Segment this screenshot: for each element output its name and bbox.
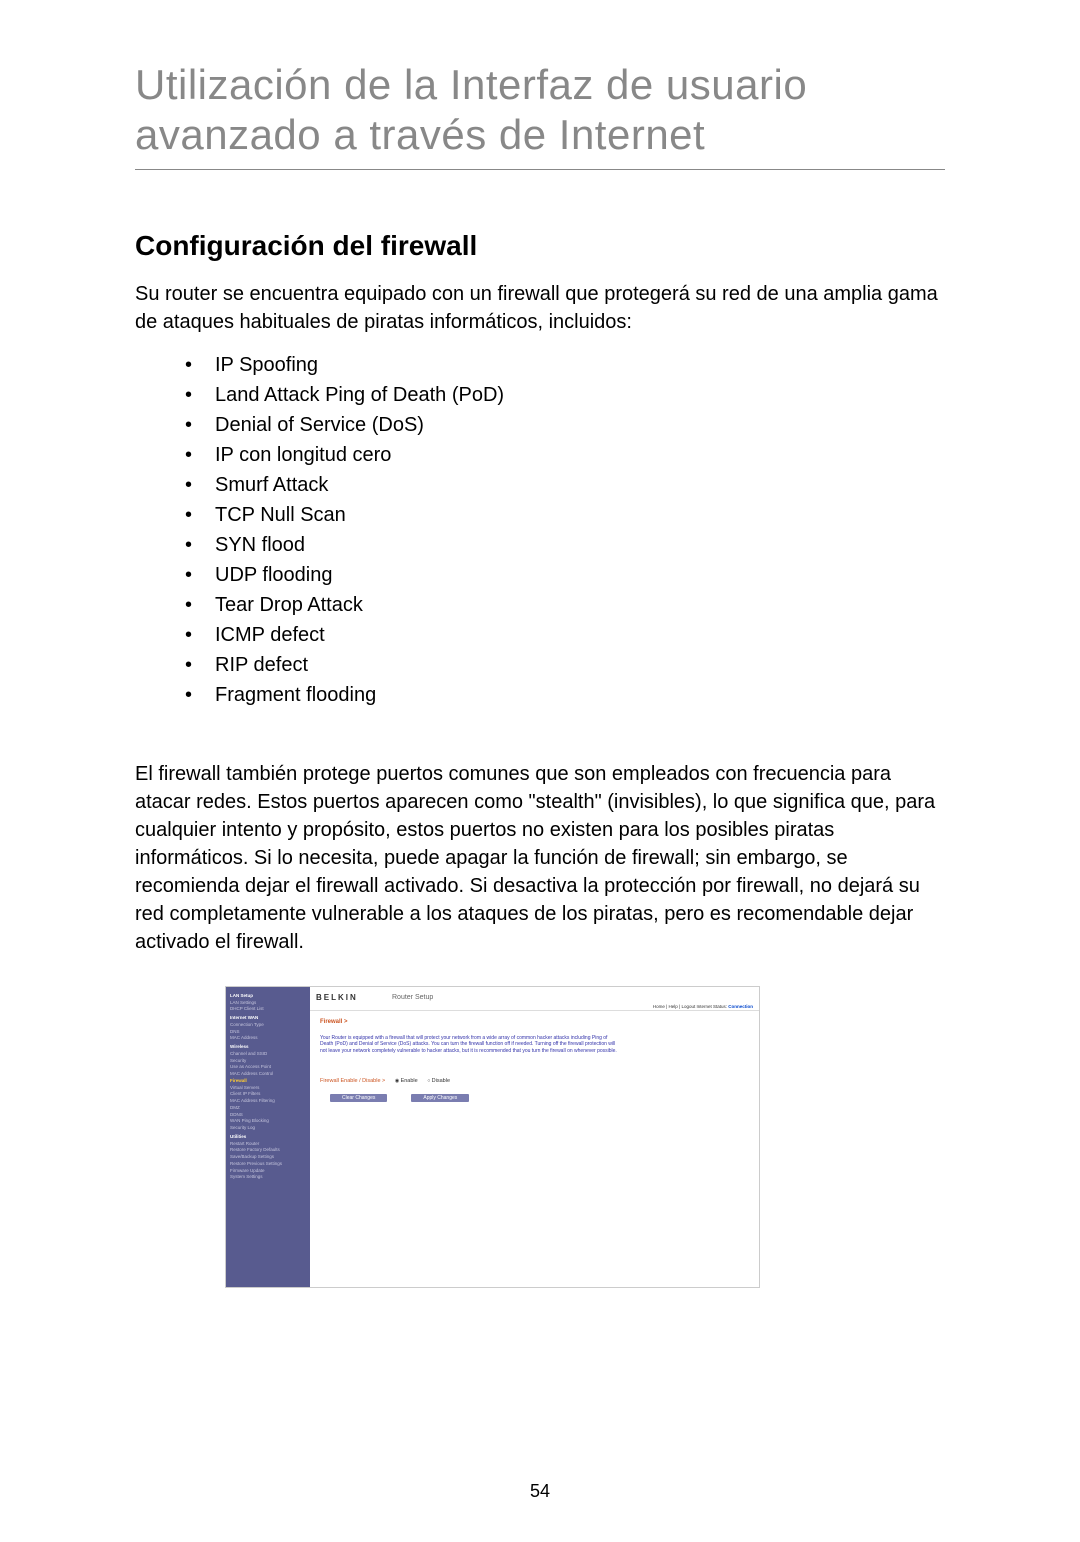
screenshot-header: BELKIN Router Setup Home | Help | Logout… — [310, 987, 759, 1011]
sidebar-item: LAN Settings — [230, 1000, 306, 1007]
page-title: Utilización de la Interfaz de usuario av… — [135, 60, 945, 170]
sidebar-item: Virtual Servers — [230, 1085, 306, 1092]
list-item: Tear Drop Attack — [185, 590, 945, 620]
list-item: IP Spoofing — [185, 350, 945, 380]
screenshot-breadcrumb: Firewall > — [320, 1019, 749, 1025]
sidebar-item: WAN Ping Blocking — [230, 1118, 306, 1125]
screenshot-header-title: Router Setup — [392, 994, 433, 1001]
sidebar-item: Save/Backup Settings — [230, 1154, 306, 1161]
list-item: ICMP defect — [185, 620, 945, 650]
sidebar-item: Restart Router — [230, 1141, 306, 1148]
list-item: RIP defect — [185, 650, 945, 680]
connection-status: Connection — [728, 1004, 753, 1009]
attack-list: IP Spoofing Land Attack Ping of Death (P… — [185, 350, 945, 710]
sidebar-item: MAC Address Filtering — [230, 1098, 306, 1105]
router-settings-screenshot: LAN Setup LAN Settings DHCP Client List … — [225, 986, 760, 1288]
sidebar-item: Use as Access Point — [230, 1064, 306, 1071]
clear-changes-button[interactable]: Clear Changes — [330, 1094, 387, 1102]
list-item: Denial of Service (DoS) — [185, 410, 945, 440]
list-item: Land Attack Ping of Death (PoD) — [185, 380, 945, 410]
page-number: 54 — [530, 1481, 550, 1502]
sidebar-item: Channel and SSID — [230, 1051, 306, 1058]
screenshot-main: BELKIN Router Setup Home | Help | Logout… — [310, 987, 759, 1287]
sidebar-cat-wireless: Wireless — [230, 1044, 306, 1051]
sidebar-item: DNS — [230, 1029, 306, 1036]
radio-disable[interactable]: Disable — [427, 1078, 450, 1084]
sidebar-item: Firmware Update — [230, 1168, 306, 1175]
sidebar-cat-firewall: Firewall — [230, 1078, 306, 1085]
sidebar-cat-utilities: Utilities — [230, 1134, 306, 1141]
sidebar-cat-lan: LAN Setup — [230, 993, 306, 1000]
screenshot-body: Firewall > Your Router is equipped with … — [310, 1011, 759, 1111]
screenshot-header-links: Home | Help | Logout Internet Status: Co… — [653, 1004, 753, 1009]
section-heading: Configuración del firewall — [135, 230, 945, 262]
list-item: TCP Null Scan — [185, 500, 945, 530]
apply-changes-button[interactable]: Apply Changes — [411, 1094, 469, 1102]
screenshot-sidebar: LAN Setup LAN Settings DHCP Client List … — [226, 987, 310, 1287]
sidebar-item: MAC Address — [230, 1035, 306, 1042]
sidebar-item: Client IP Filters — [230, 1091, 306, 1098]
list-item: Smurf Attack — [185, 470, 945, 500]
sidebar-item: Restore Factory Defaults — [230, 1147, 306, 1154]
list-item: SYN flood — [185, 530, 945, 560]
sidebar-item: Security — [230, 1058, 306, 1065]
sidebar-item: DMZ — [230, 1105, 306, 1112]
intro-text: Su router se encuentra equipado con un f… — [135, 280, 945, 336]
header-links-text: Home | Help | Logout Internet Status: — [653, 1004, 728, 1009]
sidebar-item: Restore Previous Settings — [230, 1161, 306, 1168]
screenshot-description: Your Router is equipped with a firewall … — [320, 1035, 620, 1055]
belkin-logo: BELKIN — [316, 993, 358, 1002]
radio-enable[interactable]: Enable — [395, 1078, 418, 1084]
sidebar-item: Connection Type — [230, 1022, 306, 1029]
sidebar-item: DHCP Client List — [230, 1006, 306, 1013]
list-item: Fragment flooding — [185, 680, 945, 710]
screenshot-buttons: Clear Changes Apply Changes — [330, 1094, 749, 1102]
sidebar-item: MAC Address Control — [230, 1071, 306, 1078]
firewall-enable-row: Firewall Enable / Disable > Enable Disab… — [320, 1078, 749, 1084]
sidebar-cat-wan: Internet WAN — [230, 1015, 306, 1022]
radio-label: Firewall Enable / Disable > — [320, 1078, 385, 1084]
list-item: IP con longitud cero — [185, 440, 945, 470]
body-text: El firewall también protege puertos comu… — [135, 760, 945, 956]
sidebar-item: DDNS — [230, 1112, 306, 1119]
sidebar-item: System Settings — [230, 1174, 306, 1181]
sidebar-item: Security Log — [230, 1125, 306, 1132]
list-item: UDP flooding — [185, 560, 945, 590]
